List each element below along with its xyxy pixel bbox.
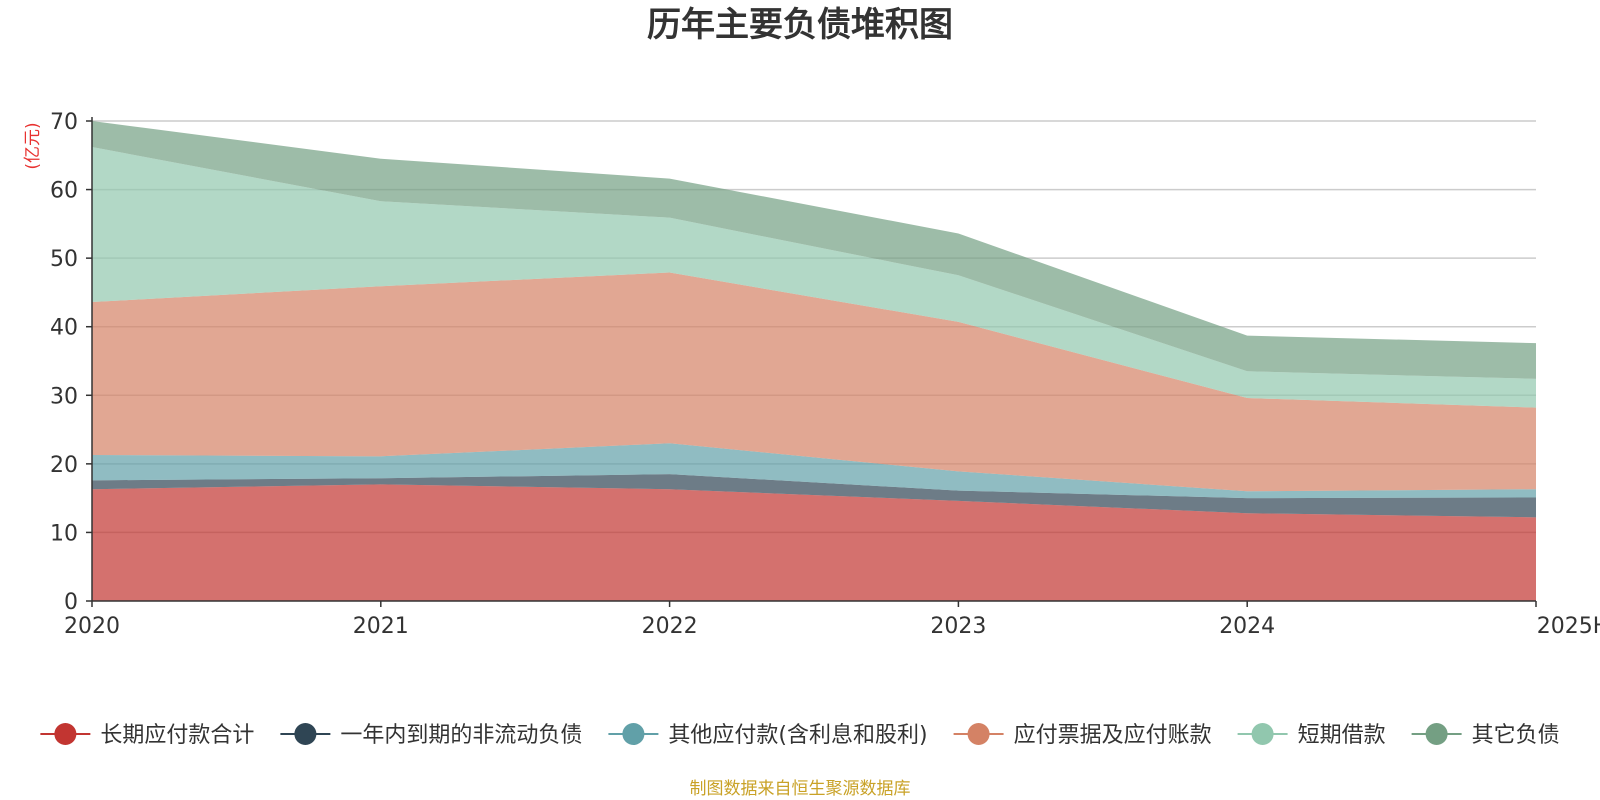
legend-item-6[interactable]: 其它负债: [1411, 723, 1560, 748]
legend[interactable]: 长期应付款合计 一年内到期的非流动负债 其他应付款(含利息和股利) 应付票据及应付账款…: [40, 723, 1560, 748]
x-tick-label: 2023: [930, 614, 986, 639]
y-tick-label: 60: [50, 179, 78, 204]
legend-marker: [1425, 723, 1448, 745]
y-tick-label: 0: [64, 590, 78, 615]
legend-item-5[interactable]: 短期借款: [1237, 723, 1386, 748]
legend-marker: [54, 723, 77, 745]
y-tick-label: 30: [50, 384, 78, 409]
area-series-1: [92, 484, 1536, 601]
y-axis-unit-label: (亿元): [23, 122, 43, 169]
area-series-6: [92, 121, 1536, 379]
legend-marker: [1251, 723, 1274, 745]
legend-item-4[interactable]: 应付票据及应付账款: [953, 723, 1212, 748]
area-series-3: [92, 443, 1536, 499]
area-series-2: [92, 474, 1536, 518]
area-series-5: [92, 147, 1536, 408]
legend-item-1[interactable]: 长期应付款合计: [40, 723, 254, 748]
legend-marker: [967, 723, 990, 745]
stacked-areas: [92, 121, 1536, 601]
y-tick-label: 70: [50, 110, 78, 135]
source-note: 制图数据来自恒生聚源数据库: [690, 779, 911, 799]
legend-marker: [622, 723, 645, 745]
x-tick-label: 2022: [642, 614, 698, 639]
y-tick-label: 20: [50, 453, 78, 478]
chart-title: 历年主要负债堆积图: [647, 5, 953, 45]
area-series-4: [92, 272, 1536, 492]
legend-label: 短期借款: [1298, 723, 1386, 748]
legend-label: 其它负债: [1472, 723, 1560, 748]
legend-label: 应付票据及应付账款: [1014, 723, 1212, 748]
legend-marker: [294, 723, 317, 745]
legend-label: 其他应付款(含利息和股利): [668, 723, 927, 748]
legend-label: 一年内到期的非流动负债: [340, 723, 582, 748]
legend-item-3[interactable]: 其他应付款(含利息和股利): [608, 723, 928, 748]
y-tick-label: 40: [50, 316, 78, 341]
axes: 0 10 20 30 40 50 60 70 2020 2021 2022 2023 2024 2025H…: [50, 110, 1600, 639]
y-tick-label: 10: [50, 521, 78, 546]
y-tick-label: 50: [50, 247, 78, 272]
x-tick-label: 2020: [64, 614, 120, 639]
x-tick-label: 2025H1: [1537, 614, 1600, 639]
x-tick-label: 2024: [1219, 614, 1275, 639]
legend-item-2[interactable]: 一年内到期的非流动负债: [280, 723, 582, 748]
legend-label: 长期应付款合计: [100, 723, 254, 748]
x-tick-label: 2021: [353, 614, 409, 639]
